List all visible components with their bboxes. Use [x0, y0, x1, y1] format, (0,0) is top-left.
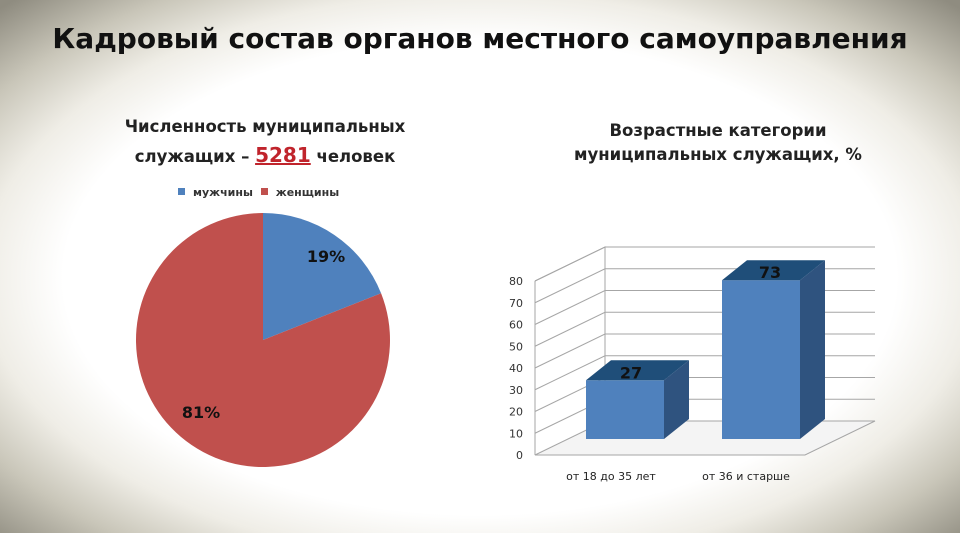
pie-label-women: 81% [182, 403, 220, 422]
x-category-label-2: от 36 и старше [702, 470, 790, 483]
bar-chart-title: Возрастные категории муниципальных служа… [574, 121, 862, 164]
bar-value-label-1: 27 [620, 363, 642, 382]
pie-title-suffix: человек [310, 147, 396, 166]
page-title: Кадровый состав органов местного самоупр… [52, 22, 908, 55]
bar-front-1 [586, 380, 664, 439]
gridline-80 [534, 246, 875, 282]
employee-count: 5281 [255, 143, 311, 167]
bar-side-1 [664, 360, 689, 439]
legend-label-women: женщины [275, 186, 340, 199]
legend-item-women: женщины [260, 186, 340, 199]
bar-side-2 [800, 260, 825, 439]
bar-top-1 [586, 360, 689, 381]
y-tick-30: 30 [509, 384, 523, 397]
legend-item-men: мужчины [178, 186, 253, 199]
bar-top-2 [722, 260, 825, 281]
legend-swatch-women [260, 188, 268, 195]
pie-chart-title: Численность муниципальных служащих – 528… [110, 112, 420, 171]
legend-swatch-men [178, 188, 185, 195]
y-tick-0: 0 [516, 449, 523, 462]
y-tick-20: 20 [509, 406, 523, 419]
pie-title-text: Численность муниципальных служащих – [124, 117, 406, 166]
pie-legend: мужчины женщины [178, 186, 343, 199]
y-tick-60: 60 [509, 319, 523, 332]
pie-slice-women [135, 213, 390, 467]
y-tick-40: 40 [509, 362, 523, 375]
bar-2 [722, 260, 825, 439]
pie-label-men: 19% [307, 247, 345, 266]
x-category-label-1: от 18 до 35 лет [566, 470, 656, 483]
y-tick-50: 50 [509, 340, 523, 353]
y-tick-10: 10 [509, 427, 523, 440]
bar-1 [586, 360, 689, 439]
bar-value-label-2: 73 [759, 263, 781, 282]
bar-front-2 [722, 280, 800, 439]
legend-label-men: мужчины [193, 186, 253, 199]
pie-slice-men [263, 213, 382, 340]
y-tick-70: 70 [509, 297, 523, 310]
y-tick-80: 80 [509, 275, 523, 288]
